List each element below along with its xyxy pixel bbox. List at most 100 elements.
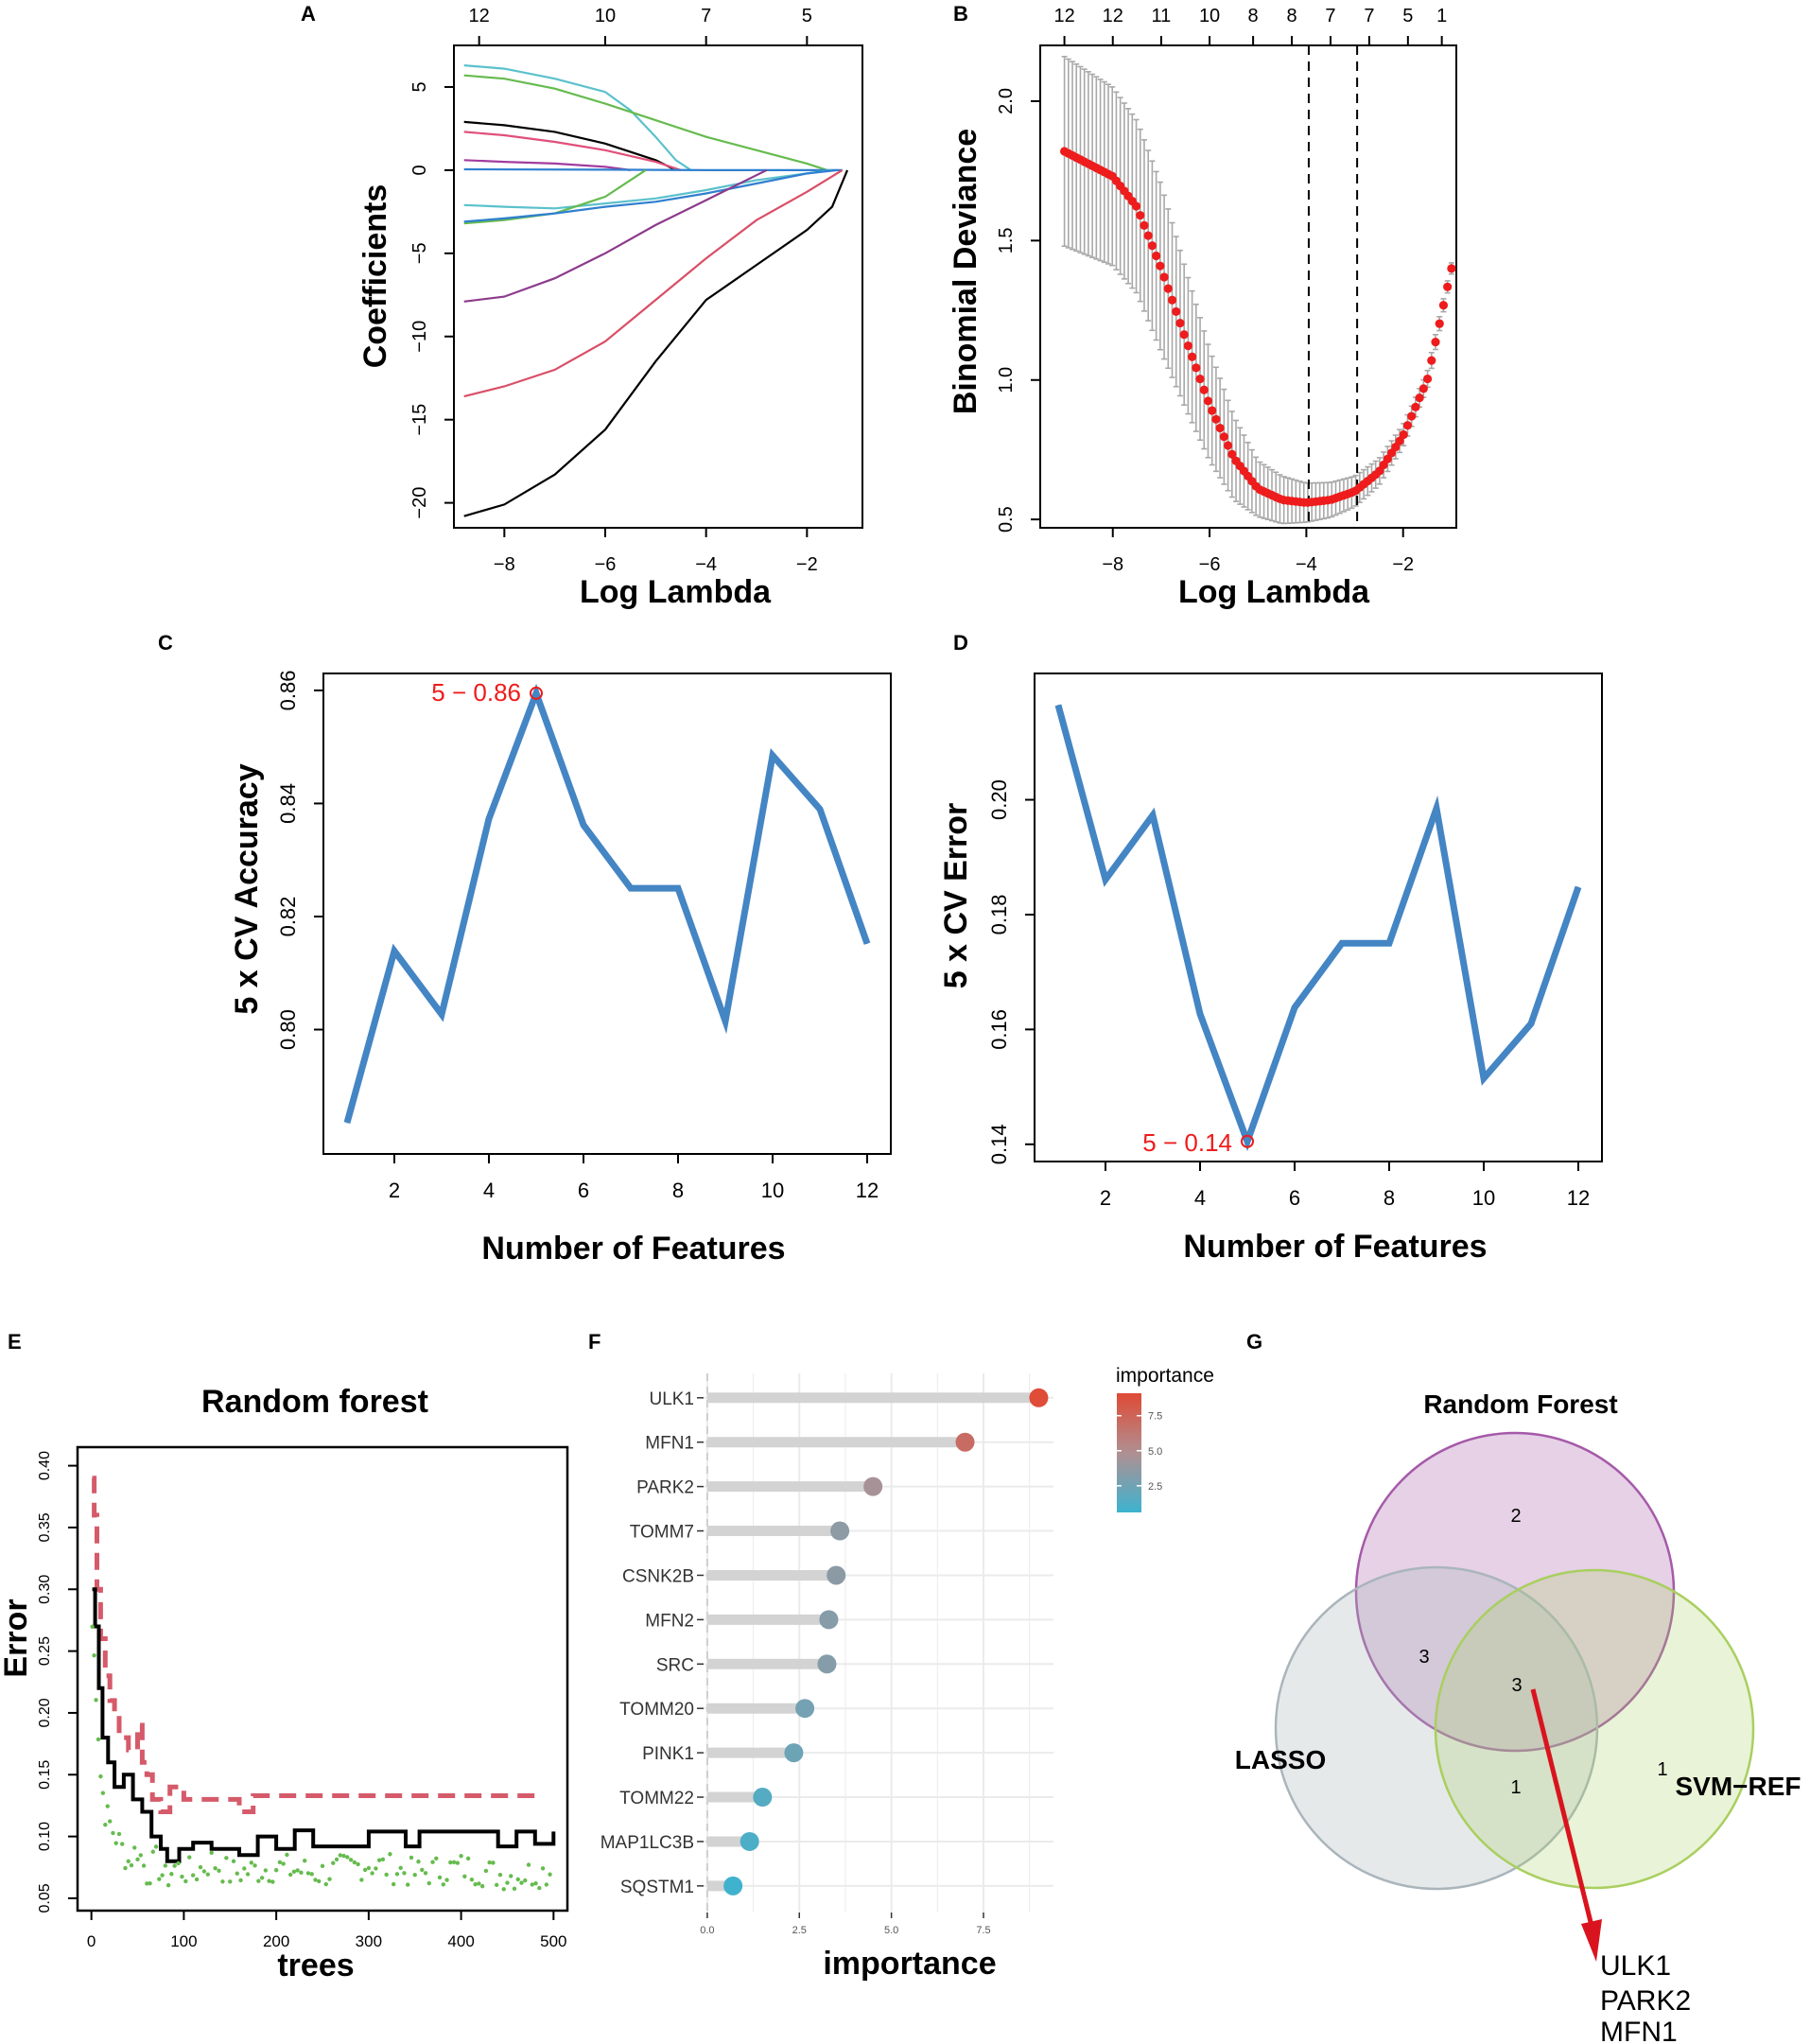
f-xtick-label: 0.0 (700, 1925, 714, 1936)
rf-error-point-class0 (512, 1886, 517, 1892)
a-ytick-label: −10 (409, 321, 430, 353)
rf-error-point-class0 (150, 1849, 156, 1854)
e-ytick-label: 0.30 (37, 1575, 53, 1604)
e-ytick-label: 0.10 (37, 1822, 53, 1851)
rf-error-point-class0 (423, 1871, 428, 1876)
rf-error-point-class0 (416, 1859, 421, 1864)
venn-count-rf-only: 2 (1510, 1506, 1521, 1527)
rf-error-point-class0 (544, 1882, 549, 1887)
panel-d-frame (1034, 673, 1603, 1162)
rf-error-point-class0 (479, 1883, 485, 1889)
rf-error-point-class0 (183, 1878, 188, 1884)
panel-label-c: C (158, 631, 173, 655)
cv-point (819, 808, 821, 810)
cv-point (1199, 1013, 1201, 1015)
rf-error-point-class0 (96, 1737, 101, 1742)
rf-error-point-class0 (242, 1866, 247, 1871)
b-deviance-point (1156, 261, 1165, 271)
e-xtick-label: 100 (170, 1932, 197, 1950)
rf-error-point-class0 (273, 1867, 279, 1873)
rf-error-point-class0 (285, 1852, 289, 1858)
rf-error-point-class0 (100, 1791, 106, 1795)
rf-error-point-class0 (448, 1860, 453, 1865)
f-category-label: TOMM22 (619, 1789, 694, 1808)
panel-d-cv-error: 5 − 0.14 2 4 6 8 10 12 0.14 0.16 0.18 0.20 Numbe… (938, 673, 1603, 1265)
b-deviance-point (1152, 251, 1161, 261)
rf-error-point-class0 (334, 1857, 339, 1862)
b-deviance-point (1407, 411, 1417, 421)
a-top-tick-label: 5 (802, 6, 812, 26)
venn-count-all-three: 3 (1511, 1675, 1522, 1696)
panel-a-frame (453, 44, 863, 529)
venn-gene-3: MFN1 (1600, 2017, 1678, 2044)
panel-label-d: D (953, 631, 968, 655)
rf-error-point-class0 (157, 1877, 162, 1881)
importance-point (1029, 1388, 1049, 1407)
rf-error-point-class0 (341, 1853, 346, 1859)
venn-count-rf-lasso: 3 (1418, 1647, 1429, 1668)
panel-f-importance-lollipop: ULK1 MFN1 PARK2 TOMM7 CSNK2B MFN2 SRC TOMM20 PIN… (600, 1365, 1214, 1982)
cv-point (583, 824, 584, 826)
b-deviance-point (1172, 306, 1181, 317)
b-deviance-point (1227, 449, 1237, 459)
venn-arrow-shaft (1530, 1688, 1593, 1923)
b-deviance-point (1443, 282, 1453, 291)
b-deviance-point (1211, 414, 1221, 424)
rf-error-point-class0 (153, 1844, 159, 1849)
rf-error-point-class0 (533, 1880, 538, 1886)
f-legend-tick-label: 2.5 (1148, 1481, 1162, 1493)
rf-error-point-class0 (176, 1861, 181, 1866)
a-xtick-label: −4 (695, 554, 717, 575)
b-deviance-point (1208, 406, 1217, 415)
b-deviance-point (1167, 295, 1177, 305)
panel-b-frame (1039, 44, 1457, 529)
rf-error-point-class0 (515, 1877, 520, 1882)
rf-error-point-class0 (98, 1773, 103, 1779)
rf-error-point-class0 (213, 1865, 218, 1871)
b-top-tick-label: 11 (1152, 6, 1172, 26)
cv-point (1105, 879, 1106, 881)
rf-error-point-class0 (317, 1878, 322, 1884)
cv-point (1577, 886, 1579, 888)
b-deviance-point (1179, 330, 1189, 340)
rf-error-point-class0 (194, 1877, 200, 1882)
venn-arrow-head (1581, 1919, 1602, 1962)
panel-e-frame (76, 1445, 569, 1913)
f-xtick-label: 7.5 (976, 1925, 990, 1936)
rf-error-point-class0 (494, 1882, 499, 1888)
panel-f-xlabel: importance (823, 1946, 996, 1982)
rf-error-point-class0 (320, 1863, 325, 1869)
b-deviance-point (1418, 384, 1428, 393)
rf-error-point-class0 (145, 1881, 149, 1886)
rf-error-point-class0 (509, 1874, 513, 1878)
f-category-label: PARK2 (636, 1478, 694, 1498)
rf-error-point-class0 (380, 1857, 386, 1862)
a-xtick-label: −8 (494, 554, 515, 575)
cv-best-point (1241, 1134, 1254, 1148)
rf-error-point-class0 (356, 1861, 360, 1867)
rf-error-point-class0 (376, 1858, 382, 1862)
f-category-label: SRC (656, 1655, 694, 1675)
e-ytick-label: 0.20 (37, 1698, 53, 1727)
b-deviance-point (1438, 301, 1449, 310)
f-category-label: SQSTM1 (620, 1878, 694, 1897)
rf-error-point-class0 (526, 1862, 531, 1867)
rf-error-point-class0 (108, 1819, 113, 1824)
cv-point (1057, 704, 1059, 706)
b-deviance-point (1195, 374, 1205, 384)
cv-point (1388, 942, 1390, 944)
rf-error-point-class0 (473, 1881, 478, 1887)
cv-point (1530, 1022, 1532, 1024)
cv-ytick-label: 0.82 (276, 897, 300, 937)
b-deviance-point (1175, 318, 1185, 328)
cv-point (724, 1021, 726, 1022)
cv-xtick-label: 8 (672, 1179, 684, 1202)
coef-path-11 (463, 168, 844, 398)
b-deviance-point (1131, 201, 1141, 211)
cv-ytick-label: 0.18 (987, 895, 1011, 935)
rf-error-point-class0 (94, 1698, 98, 1703)
rf-error-point-class0 (287, 1872, 293, 1878)
venn-gene-1: ULK1 (1600, 1950, 1671, 1982)
cv-point (1294, 1006, 1296, 1008)
panel-e-xlabel: trees (277, 1948, 354, 1983)
